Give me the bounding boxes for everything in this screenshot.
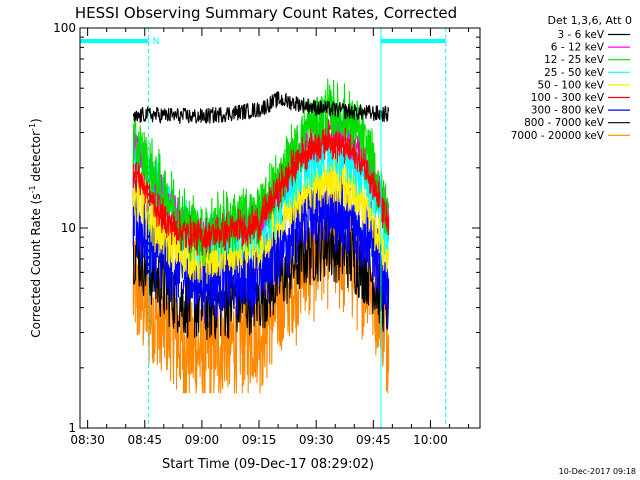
y-axis-label-sup2: -1 xyxy=(28,123,37,131)
timestamp: 10-Dec-2017 09:18 xyxy=(559,467,636,476)
series-line-0 xyxy=(132,91,390,125)
night-label: N xyxy=(153,37,160,47)
legend-label-0: 3 - 6 keV xyxy=(557,29,604,41)
series-line-5 xyxy=(132,119,390,256)
legend-label-7: 800 - 7000 keV xyxy=(524,117,605,129)
legend-label-3: 25 - 50 keV xyxy=(544,67,605,79)
x-axis-label: Start Time (09-Dec-17 08:29:02) xyxy=(162,457,374,472)
axes: 1 10 100 08:30 08:45 09:00 09:15 09:30 09:45 10:0… xyxy=(53,21,481,447)
x-tick-label-4: 09:30 xyxy=(299,433,334,447)
series-layer xyxy=(132,78,390,394)
y-axis-label-end: ) xyxy=(29,118,43,123)
legend-label-5: 100 - 300 keV xyxy=(531,92,605,104)
legend-label-2: 12 - 25 keV xyxy=(544,54,605,66)
legend-label-4: 50 - 100 keV xyxy=(537,79,604,91)
legend-label-6: 300 - 800 keV xyxy=(531,105,605,117)
x-tick-label-0: 08:30 xyxy=(70,433,105,447)
x-tick-label-2: 09:00 xyxy=(185,433,220,447)
y-tick-label-1: 10 xyxy=(61,221,76,235)
x-tick-label-1: 08:45 xyxy=(127,433,162,447)
x-tick-label-3: 09:15 xyxy=(242,433,277,447)
y-axis-label-main: Corrected Count Rate (s xyxy=(29,193,43,337)
y-axis-label-mid: detector xyxy=(29,131,43,186)
y-tick-label-0: 1 xyxy=(68,421,76,435)
y-axis-label-sup1: -1 xyxy=(28,185,37,193)
legend-label-8: 7000 - 20000 keV xyxy=(511,130,605,142)
legend-title: Det 1,3,6, Att 0 xyxy=(548,14,632,27)
x-tick-label-6: 10:00 xyxy=(413,433,448,447)
chart-title: HESSI Observing Summary Count Rates, Cor… xyxy=(75,4,457,22)
legend-label-1: 6 - 12 keV xyxy=(551,42,605,54)
y-tick-label-2: 100 xyxy=(53,21,76,35)
y-axis-label: Corrected Count Rate (s-1 detector-1) xyxy=(28,118,43,337)
x-tick-label-5: 09:45 xyxy=(356,433,391,447)
